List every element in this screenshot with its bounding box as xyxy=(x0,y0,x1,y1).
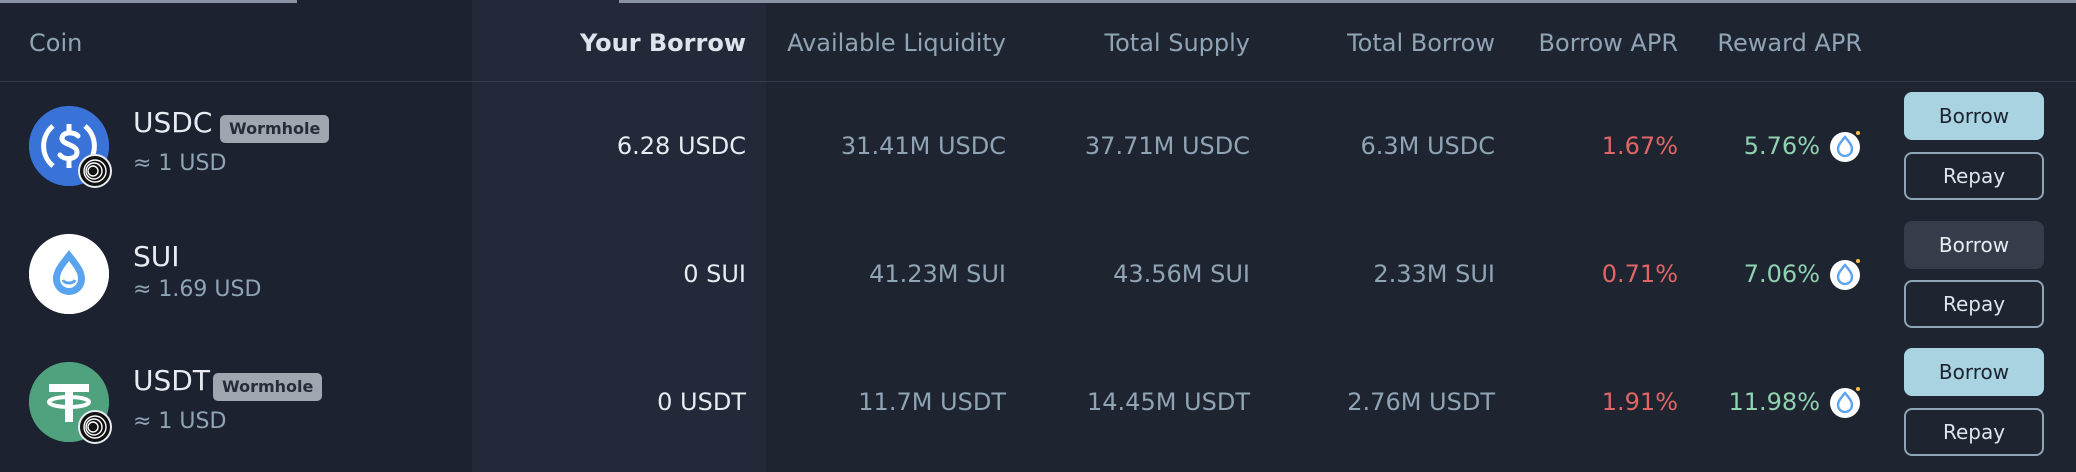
reward-apr-value: 7.06% xyxy=(1743,260,1820,288)
tab-indicator-line xyxy=(0,0,297,3)
header-total-supply: Total Supply xyxy=(1104,29,1250,57)
coin-price: ≈ 1 USD xyxy=(133,409,227,434)
coin-symbol: SUI xyxy=(133,240,180,273)
coin-price: ≈ 1 USD xyxy=(133,151,227,176)
available-liquidity-value: 41.23M SUI xyxy=(869,260,1006,288)
coin-price: ≈ 1.69 USD xyxy=(133,277,262,302)
total-borrow-value: 2.33M SUI xyxy=(1373,260,1495,288)
repay-button[interactable]: Repay xyxy=(1904,280,2044,328)
wormhole-tag: Wormhole xyxy=(213,373,323,401)
table-row: USDC Wormhole ≈ 1 USD 6.28 USDC 31.41M U… xyxy=(0,82,2076,210)
header-reward-apr: Reward APR xyxy=(1717,29,1862,57)
total-supply-value: 43.56M SUI xyxy=(1113,260,1250,288)
borrow-button[interactable]: Borrow xyxy=(1904,221,2044,269)
wormhole-icon xyxy=(78,410,112,444)
header-your-borrow: Your Borrow xyxy=(579,29,746,57)
total-borrow-value: 2.76M USDT xyxy=(1347,388,1495,416)
borrow-apr-value: 1.67% xyxy=(1601,132,1678,160)
your-borrow-value: 0 SUI xyxy=(683,260,746,288)
your-borrow-value: 0 USDT xyxy=(657,388,746,416)
borrow-button[interactable]: Borrow xyxy=(1904,348,2044,396)
sui-reward-icon xyxy=(1829,257,1863,291)
table-row: USDT Wormhole ≈ 1 USD 0 USDT 11.7M USDT … xyxy=(0,338,2076,466)
header-total-borrow: Total Borrow xyxy=(1347,29,1495,57)
your-borrow-column-background xyxy=(472,0,766,472)
repay-button[interactable]: Repay xyxy=(1904,152,2044,200)
coin-symbol: USDT xyxy=(133,364,210,397)
borrow-apr-value: 1.91% xyxy=(1601,388,1678,416)
wormhole-tag: Wormhole xyxy=(220,115,330,143)
wormhole-icon xyxy=(78,154,112,188)
sui-reward-icon xyxy=(1829,385,1863,419)
sui-icon xyxy=(29,234,109,314)
coin-symbol: USDC xyxy=(133,106,213,139)
header-available-liquidity: Available Liquidity xyxy=(787,29,1006,57)
borrow-button[interactable]: Borrow xyxy=(1904,92,2044,140)
borrow-apr-value: 0.71% xyxy=(1601,260,1678,288)
total-supply-value: 37.71M USDC xyxy=(1084,132,1250,160)
tab-indicator-line xyxy=(619,0,2076,3)
available-liquidity-value: 11.7M USDT xyxy=(858,388,1006,416)
sui-reward-icon xyxy=(1829,129,1863,163)
reward-apr-value: 11.98% xyxy=(1728,388,1820,416)
your-borrow-value: 6.28 USDC xyxy=(616,132,746,160)
reward-apr-value: 5.76% xyxy=(1743,132,1820,160)
table-row: SUI ≈ 1.69 USD 0 SUI 41.23M SUI 43.56M S… xyxy=(0,210,2076,338)
repay-button[interactable]: Repay xyxy=(1904,408,2044,456)
table-header: Coin Your Borrow Available Liquidity Tot… xyxy=(0,0,2076,82)
header-coin: Coin xyxy=(29,29,83,57)
total-supply-value: 14.45M USDT xyxy=(1087,388,1250,416)
total-borrow-value: 6.3M USDC xyxy=(1360,132,1495,160)
available-liquidity-value: 31.41M USDC xyxy=(840,132,1006,160)
header-borrow-apr: Borrow APR xyxy=(1538,29,1678,57)
